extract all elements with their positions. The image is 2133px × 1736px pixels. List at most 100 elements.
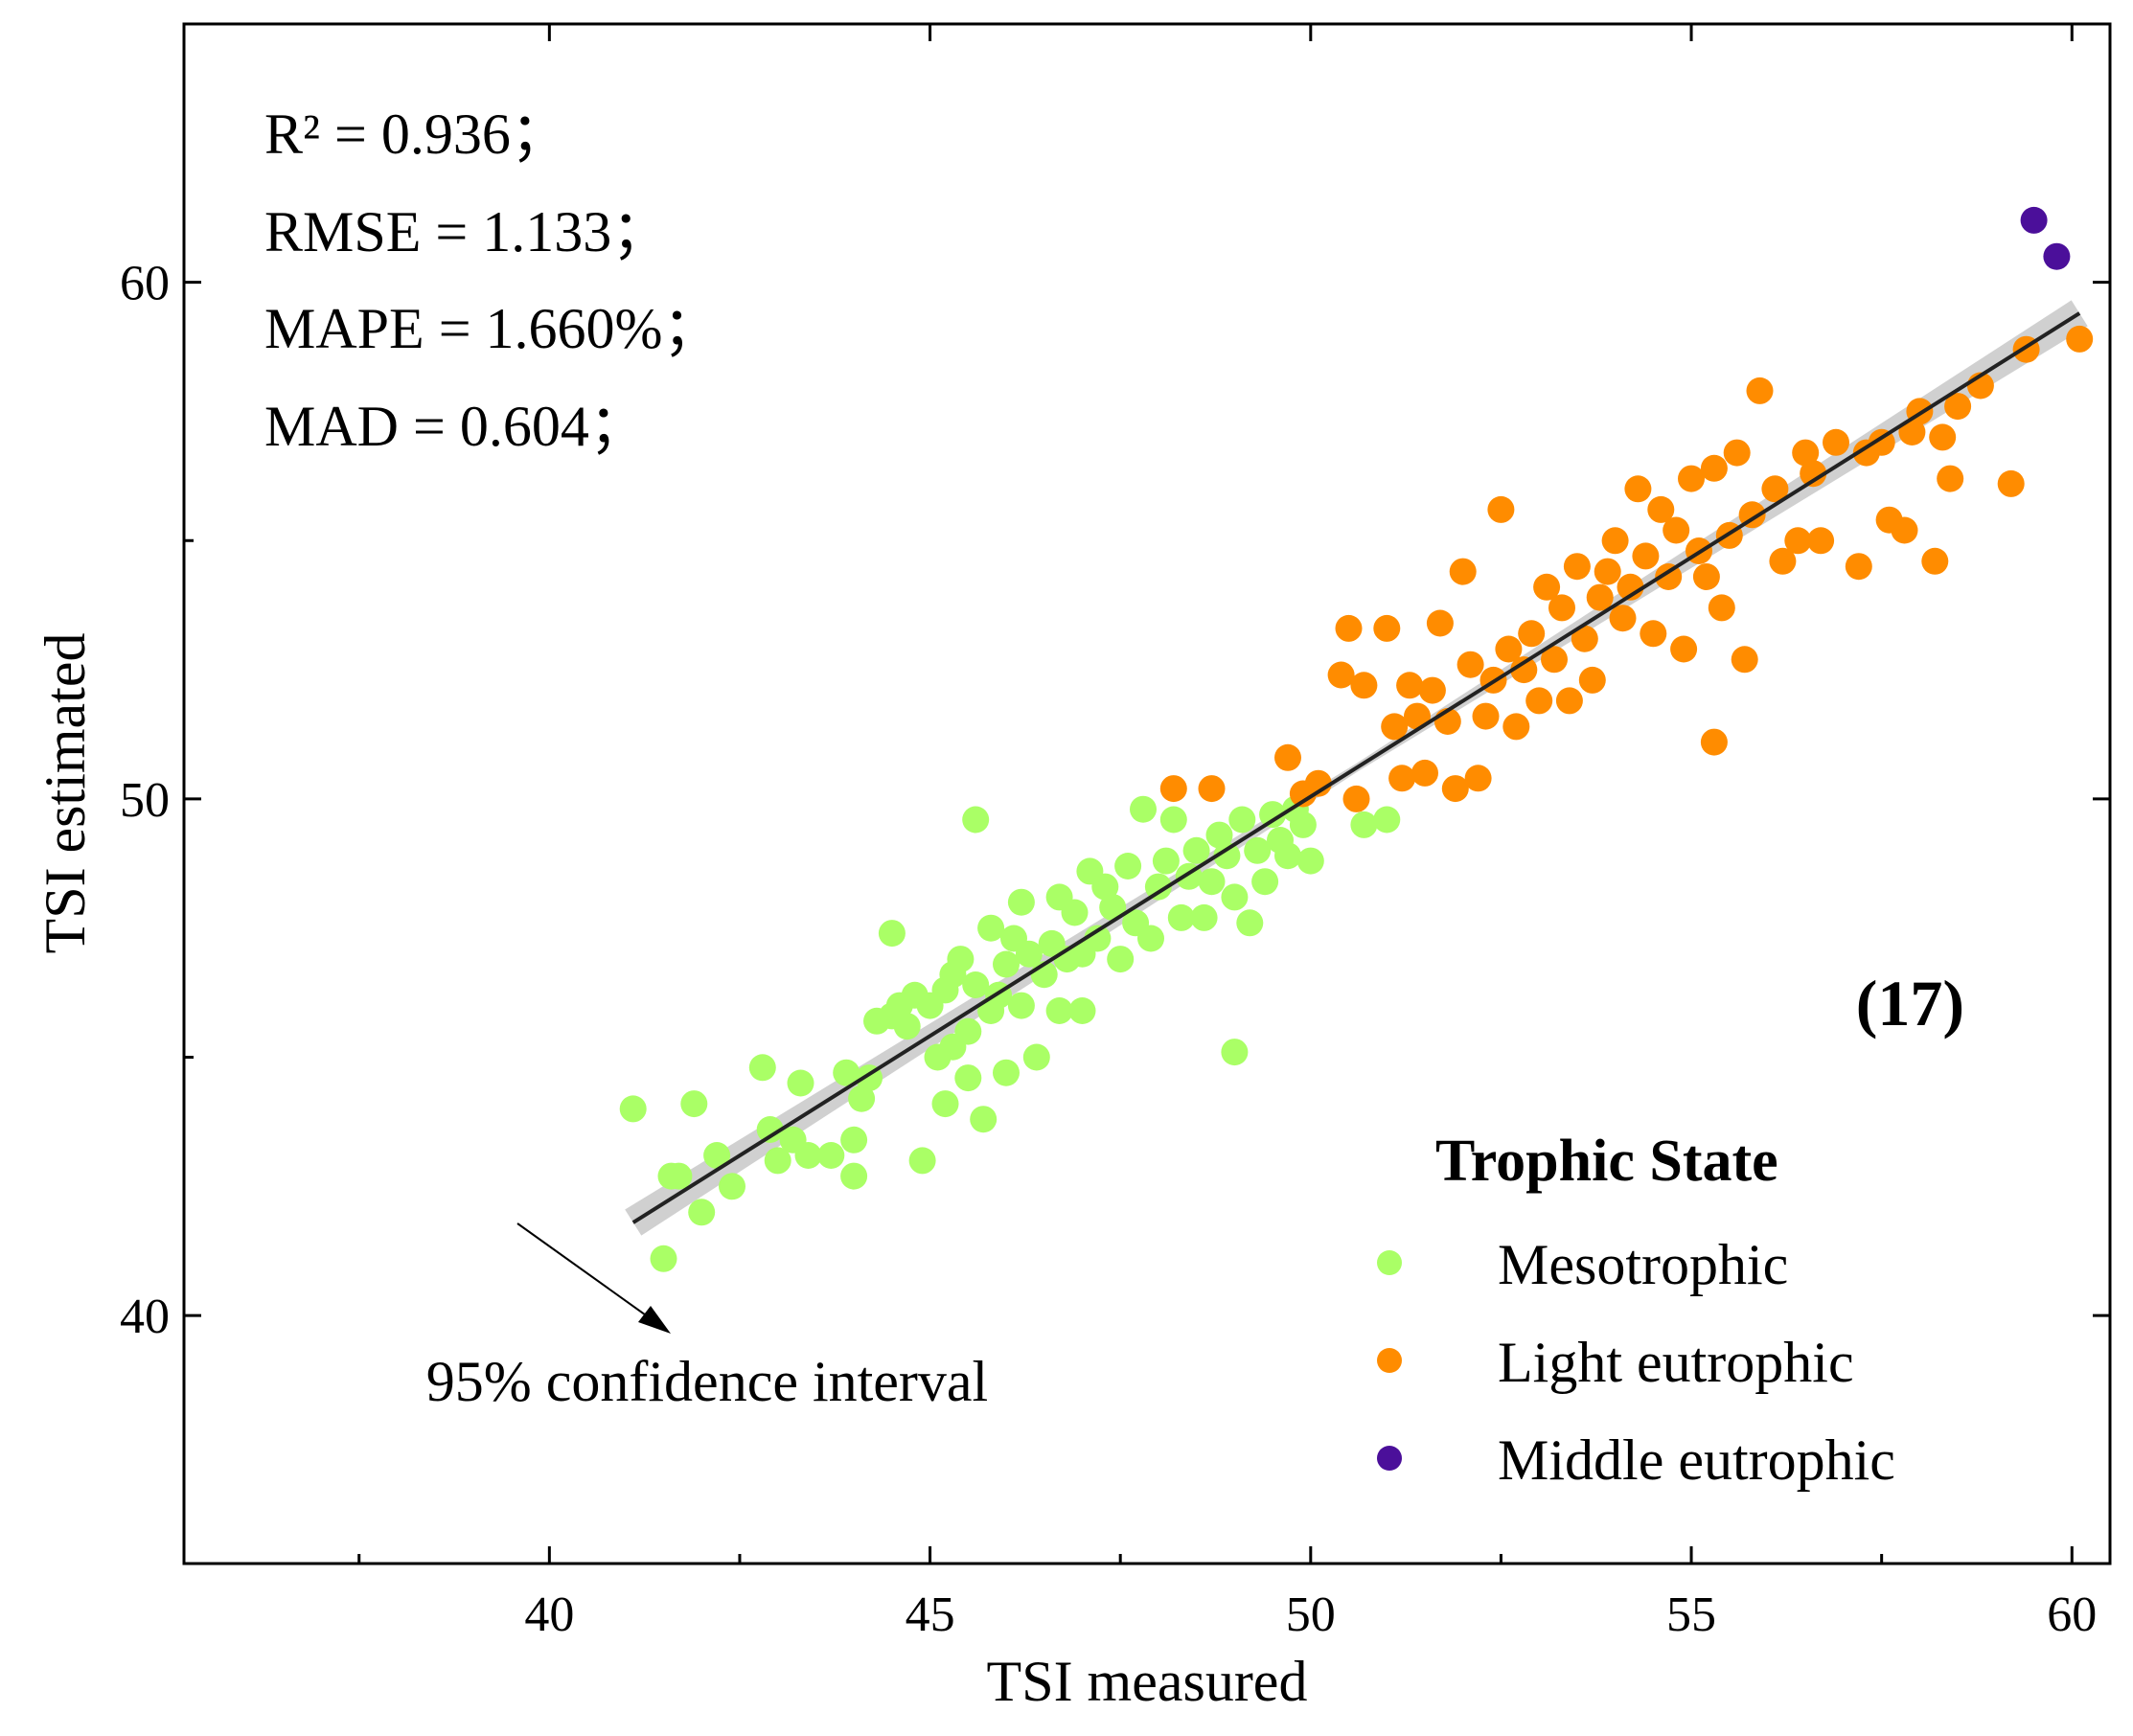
data-point xyxy=(1700,728,1728,756)
data-point xyxy=(1350,672,1378,699)
confidence-label: 95% confidence interval xyxy=(426,1350,988,1413)
legend-marker-middle-eutrophic xyxy=(1377,1446,1402,1471)
legend-title: Trophic State xyxy=(1435,1129,1778,1194)
stat-mape: MAPE = 1.660%； xyxy=(264,297,721,360)
data-point xyxy=(1891,516,1918,544)
data-point xyxy=(1441,775,1469,803)
data-point xyxy=(1845,553,1872,581)
data-point xyxy=(1404,702,1431,730)
data-point xyxy=(1373,806,1401,834)
data-point xyxy=(2020,206,2048,234)
data-point xyxy=(1510,656,1538,684)
data-point xyxy=(993,950,1020,978)
data-point xyxy=(954,1017,982,1045)
data-point xyxy=(962,806,990,834)
data-point xyxy=(2043,242,2071,270)
data-point xyxy=(1678,465,1705,492)
data-point xyxy=(1152,847,1180,875)
data-point xyxy=(1823,428,1849,456)
data-point xyxy=(1068,997,1096,1024)
data-point xyxy=(840,1126,868,1154)
data-point xyxy=(931,1090,959,1118)
x-tick-label: 60 xyxy=(2047,1588,2097,1642)
data-point xyxy=(1670,635,1698,663)
data-point xyxy=(1190,903,1218,931)
data-point xyxy=(619,1095,647,1123)
data-point xyxy=(1022,1043,1050,1071)
data-point xyxy=(650,1245,677,1272)
data-point xyxy=(878,920,906,948)
data-point xyxy=(954,1064,982,1092)
y-tick-label: 60 xyxy=(120,257,170,311)
data-point xyxy=(1609,605,1637,632)
data-point xyxy=(1921,547,1949,575)
panel-label: (17) xyxy=(1856,967,1964,1039)
data-point xyxy=(1929,423,1957,451)
data-point xyxy=(1259,801,1287,829)
data-point xyxy=(1130,795,1157,823)
data-point xyxy=(1800,460,1827,488)
data-point xyxy=(1205,821,1233,849)
data-point xyxy=(1784,527,1812,555)
data-point xyxy=(1807,527,1835,555)
data-point xyxy=(1167,903,1195,931)
data-point xyxy=(1533,573,1561,601)
data-point xyxy=(1723,439,1751,467)
data-point xyxy=(1640,620,1667,648)
data-point xyxy=(1868,428,1895,456)
x-tick-label: 45 xyxy=(906,1588,955,1642)
series-light-eutrophic xyxy=(1159,325,2094,812)
data-point xyxy=(1502,713,1530,741)
data-point xyxy=(1464,765,1492,792)
data-point xyxy=(1304,769,1332,797)
legend-label-light-eutrophic: Light eutrophic xyxy=(1498,1331,1854,1394)
data-point xyxy=(977,914,1005,942)
fit-line-layer xyxy=(631,311,2081,1224)
data-point xyxy=(1548,594,1575,622)
data-point xyxy=(1091,873,1119,901)
series-middle-eutrophic xyxy=(2020,206,2071,270)
series-mesotrophic xyxy=(619,795,1401,1272)
data-point xyxy=(1007,992,1035,1019)
data-point xyxy=(680,1090,708,1118)
data-point xyxy=(794,1142,822,1169)
data-point xyxy=(1221,1039,1249,1066)
data-point xyxy=(1647,495,1675,523)
data-point xyxy=(1099,894,1127,922)
data-point xyxy=(1426,609,1454,637)
data-point xyxy=(1769,547,1797,575)
confidence-arrow-line xyxy=(516,1222,656,1323)
data-point xyxy=(1251,868,1279,896)
data-point xyxy=(1061,899,1089,926)
data-point xyxy=(1296,847,1324,875)
data-point xyxy=(1571,625,1598,652)
data-point xyxy=(1411,759,1438,787)
data-point xyxy=(1327,661,1355,689)
data-point xyxy=(1198,775,1226,803)
data-point xyxy=(1015,940,1043,968)
data-point xyxy=(1137,925,1164,952)
data-point xyxy=(688,1199,716,1226)
data-point xyxy=(1692,563,1720,590)
data-point xyxy=(1350,811,1378,838)
y-tick-label: 50 xyxy=(120,773,170,828)
data-point xyxy=(833,1059,860,1086)
data-point xyxy=(787,1069,814,1097)
plot-frame xyxy=(182,22,2112,1565)
fit-line xyxy=(631,311,2081,1224)
data-point xyxy=(1601,527,1629,555)
data-points-layer xyxy=(619,206,2094,1272)
data-point xyxy=(1632,542,1660,570)
data-point xyxy=(1396,672,1424,699)
data-point xyxy=(1213,842,1241,870)
legend-marker-light-eutrophic xyxy=(1377,1348,1402,1373)
data-point xyxy=(1708,594,1735,622)
data-point xyxy=(1624,475,1652,503)
legend-label-middle-eutrophic: Middle eutrophic xyxy=(1498,1428,1895,1492)
y-tick-label: 40 xyxy=(120,1290,170,1344)
y-axis-label: TSI estimated xyxy=(34,633,97,954)
data-point xyxy=(1289,811,1317,838)
data-point xyxy=(1198,868,1226,896)
data-point xyxy=(748,1054,776,1082)
